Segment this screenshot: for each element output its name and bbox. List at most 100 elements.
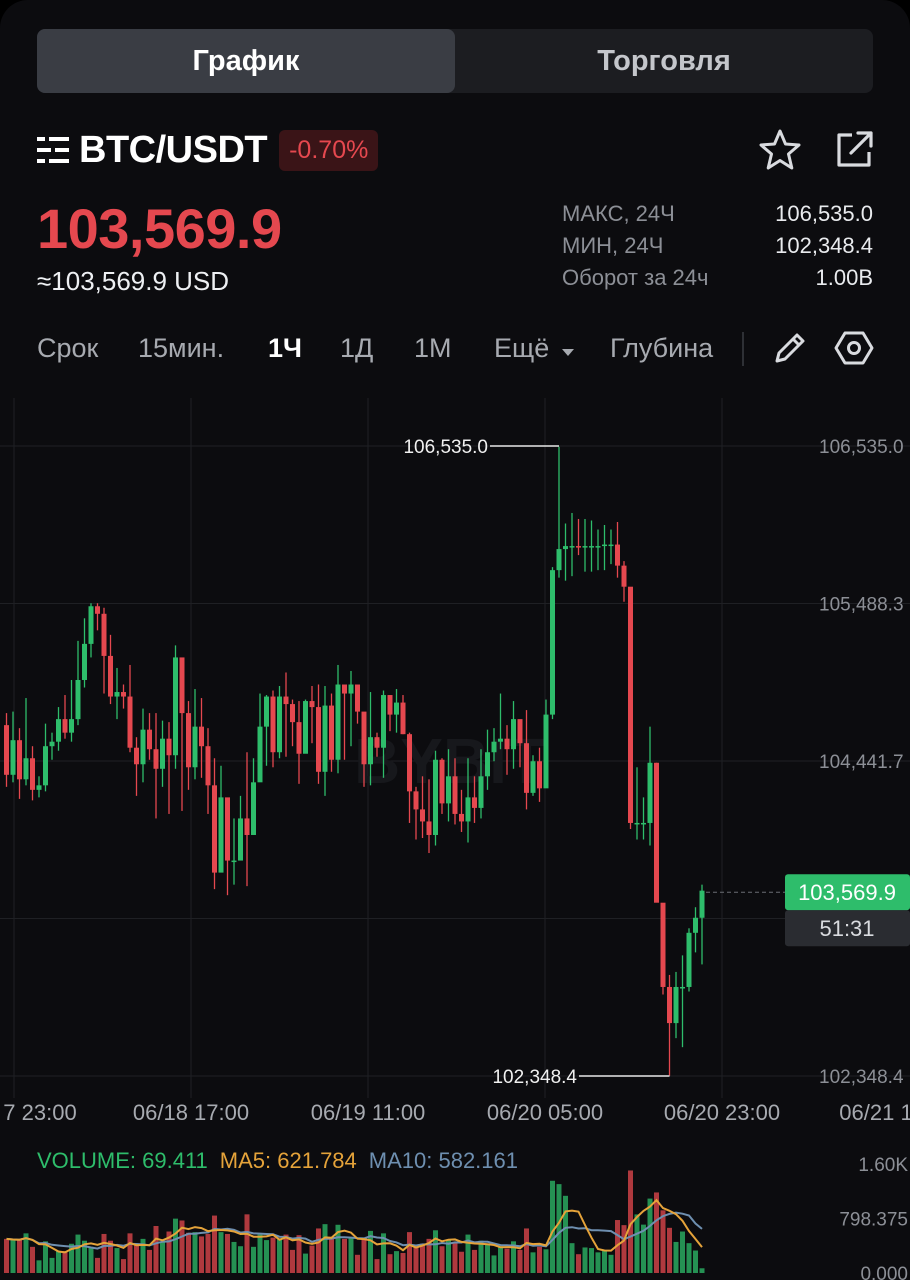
price-axis: 106,535.0 105,488.3 104,441.7 102,348.4 (819, 437, 904, 1088)
ma5-value: MA5: 621.784 (220, 1148, 357, 1173)
candle-body (56, 719, 61, 742)
candle-body (231, 860, 237, 863)
candle-body (550, 570, 555, 715)
candle-body (628, 586, 633, 823)
stat-value: 102,348.4 (775, 233, 873, 258)
volume-bar (43, 1241, 48, 1273)
tab-chart[interactable]: График (37, 29, 455, 93)
volume-bar (17, 1240, 22, 1273)
candle-body (582, 546, 588, 548)
volume-bar (277, 1239, 282, 1273)
tab-trade[interactable]: Торговля (597, 45, 731, 77)
volume-bar (400, 1252, 406, 1273)
volume-bar (667, 1227, 672, 1273)
candle-body (452, 776, 458, 814)
current-price-badge (785, 874, 910, 911)
candle-body (693, 917, 698, 933)
candle-body (290, 704, 295, 723)
volume-bar (173, 1218, 178, 1273)
volume-bar (283, 1234, 289, 1273)
candle-body (491, 741, 497, 753)
candle-body (108, 655, 113, 697)
time-axis: 7 23:00 06/18 17:00 06/19 11:00 06/20 05:00… (3, 1100, 910, 1125)
volume-bar (127, 1233, 133, 1273)
volume-bar (374, 1259, 380, 1273)
pencil-icon[interactable] (770, 328, 810, 368)
volume-bar (426, 1238, 432, 1273)
volume-bar (56, 1251, 61, 1273)
volume-bar (420, 1243, 425, 1273)
candle-body (576, 546, 581, 548)
star-icon[interactable] (758, 128, 802, 172)
volume-bar (140, 1238, 146, 1273)
candle-body (62, 719, 68, 733)
stat-label: Оборот за 24ч (562, 265, 709, 290)
volume-bar (602, 1250, 607, 1273)
volume-pane: VOLUME: 69.411 MA5: 621.784 MA10: 582.161 1… (4, 1148, 908, 1280)
tf-more[interactable]: Ещё (494, 326, 575, 370)
candle-body (621, 565, 627, 587)
candle-body (680, 986, 685, 989)
candle-body (498, 738, 503, 742)
candle-body (355, 684, 360, 712)
candle-body (472, 797, 477, 808)
divider (742, 332, 744, 366)
volume-bar (251, 1246, 256, 1273)
volume-bar (498, 1246, 503, 1273)
external-link-icon[interactable] (832, 128, 876, 172)
volume-bar (296, 1235, 302, 1273)
change-badge: -0.70% (279, 129, 379, 171)
tf-1h[interactable]: 1Ч (268, 333, 302, 363)
volume-bar (459, 1251, 464, 1273)
volume-bar (407, 1232, 412, 1273)
stats-24h: МАКС, 24Ч 106,535.0 МИН, 24Ч 102,348.4 О… (562, 200, 873, 296)
volume-bar (563, 1195, 568, 1273)
volume-bar (550, 1180, 555, 1273)
candle-body (634, 822, 640, 825)
volume-bar (329, 1237, 334, 1273)
candle-body (36, 785, 42, 790)
tf-15m[interactable]: 15мин. (138, 333, 225, 363)
volume-bar (264, 1240, 269, 1273)
candle-body (303, 701, 308, 754)
menu-icon[interactable] (37, 135, 69, 165)
candle-body (517, 719, 523, 744)
volume-bar (75, 1234, 81, 1273)
volume-bar (238, 1246, 243, 1273)
volume-bar (348, 1238, 354, 1273)
volume-legend: VOLUME: 69.411 MA5: 621.784 MA10: 582.161 (37, 1148, 518, 1173)
volume-bar (218, 1232, 224, 1273)
tf-1m[interactable]: 1М (414, 333, 452, 363)
countdown-value: 51:31 (819, 916, 874, 941)
volume-bar (433, 1230, 438, 1273)
pair-symbol[interactable]: BTC/USDT (79, 128, 268, 171)
candle-body (49, 741, 55, 747)
candle-body (563, 546, 568, 550)
candle-body (465, 797, 471, 822)
tf-depth[interactable]: Глубина (610, 333, 714, 363)
ma5-line (6, 1198, 703, 1254)
volume-bar (361, 1238, 367, 1273)
stat-value: 1.00B (815, 265, 874, 290)
price-tick-label: 102,348.4 (819, 1067, 904, 1088)
candle-body (511, 719, 516, 750)
volume-bar (290, 1249, 295, 1273)
ma10-value: MA10: 582.161 (369, 1148, 518, 1173)
candle-body (192, 726, 198, 768)
volume-bar (23, 1233, 29, 1273)
candle-body (264, 696, 269, 727)
hexagon-settings-icon[interactable] (834, 328, 874, 368)
candle-body (205, 746, 211, 786)
price-chart[interactable]: BYBIT 106,535.0105,488.3104,441.7102,348… (0, 398, 910, 1280)
volume-bar (465, 1234, 471, 1273)
candle-body (283, 696, 289, 705)
tf-term[interactable]: Срок (37, 333, 99, 363)
price-tick-label: 106,535.0 (819, 437, 904, 458)
current-price-value: 103,569.9 (798, 880, 896, 905)
volume-tick-label: 0.000 (860, 1264, 908, 1280)
candle-body (342, 684, 347, 694)
candle-body (75, 679, 81, 720)
candle-body (114, 692, 120, 697)
volume-tick-label: 1.60K (858, 1155, 908, 1176)
tf-1d[interactable]: 1Д (340, 333, 374, 363)
